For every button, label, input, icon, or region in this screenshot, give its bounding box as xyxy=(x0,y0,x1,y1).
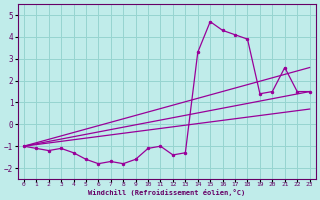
X-axis label: Windchill (Refroidissement éolien,°C): Windchill (Refroidissement éolien,°C) xyxy=(88,189,245,196)
